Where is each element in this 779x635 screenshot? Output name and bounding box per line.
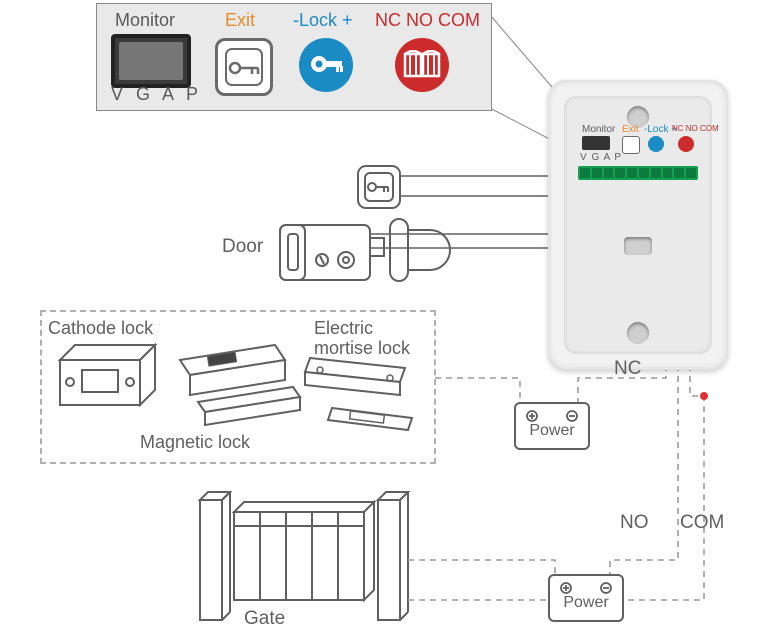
nc-label: NC — [614, 358, 641, 380]
no-label: NO — [620, 512, 649, 534]
legend-relay-title: NC NO COM — [375, 10, 480, 31]
device-mini-exit: Exit — [622, 124, 639, 135]
legend-lock-title: -Lock + — [293, 10, 353, 31]
magnetic-lock-label: Magnetic lock — [140, 432, 250, 453]
legend-monitor-sub: V G A P — [111, 84, 202, 105]
device-mini-exit-icon — [622, 136, 640, 154]
exit-button-graphic — [358, 166, 400, 208]
legend-monitor-icon — [111, 34, 191, 88]
door-lock-graphic — [280, 219, 450, 281]
gate-graphic — [200, 492, 408, 620]
device-mini-relay: NC NO COM — [672, 124, 719, 133]
device-body: Monitor V G A P Exit -Lock + NC NO COM — [548, 80, 728, 370]
device-mini-monitor: Monitor — [582, 124, 615, 135]
legend-exit-icon — [215, 38, 273, 96]
cathode-lock-label: Cathode lock — [48, 318, 153, 339]
power-label-2: Power — [550, 594, 622, 612]
device-mini-relay-icon — [678, 136, 694, 152]
device-terminal-strip — [578, 166, 698, 180]
mortise-label: mortise lock — [314, 338, 410, 359]
legend-monitor-title: Monitor — [115, 10, 175, 31]
legend-box: Monitor V G A P Exit -Lock + NC NO COM — [96, 3, 492, 111]
device-mini-vgap: V G A P — [580, 152, 622, 163]
legend-exit-title: Exit — [225, 10, 255, 31]
device-mini-lock-icon — [648, 136, 664, 152]
power-box-2: Power — [548, 574, 624, 622]
electric-label: Electric — [314, 318, 373, 339]
power-label-1: Power — [516, 422, 588, 440]
door-label: Door — [222, 236, 263, 258]
com-label: COM — [680, 512, 724, 534]
legend-lock-icon — [299, 38, 353, 92]
device-mini-monitor-icon — [582, 136, 610, 150]
power-box-1: Power — [514, 402, 590, 450]
legend-relay-icon — [395, 38, 449, 92]
gate-label: Gate — [244, 608, 285, 630]
